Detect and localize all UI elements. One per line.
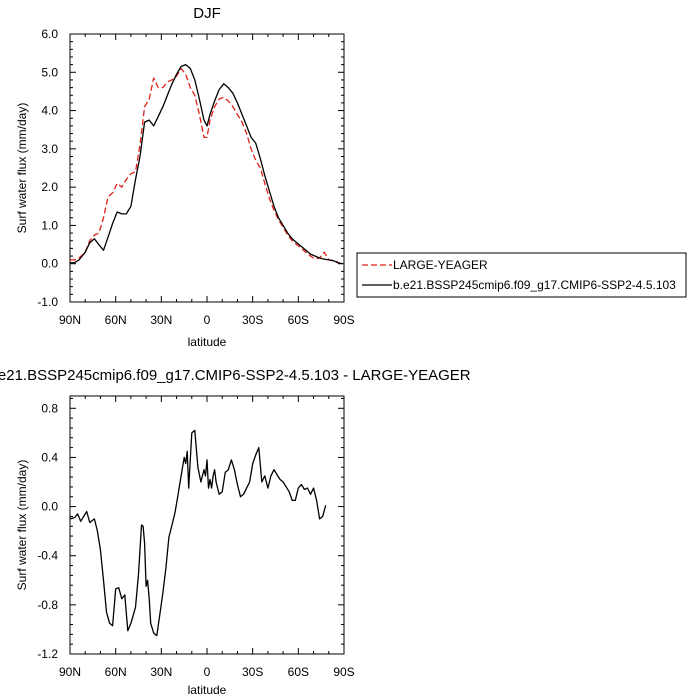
- legend: LARGE-YEAGER b.e21.BSSP245cmip6.f09_g17.C…: [356, 252, 687, 298]
- x-tick-label: 60N: [105, 665, 127, 679]
- y-tick-label: 3.0: [41, 142, 58, 156]
- x-tick-label: 60N: [105, 313, 127, 327]
- x-tick-label: 30N: [150, 313, 172, 327]
- y-axis-label: Surf water flux (mm/day): [15, 103, 29, 234]
- x-tick-label: 30S: [242, 665, 263, 679]
- y-tick-label: 0.4: [41, 450, 58, 464]
- y-tick-label: 2.0: [41, 180, 58, 194]
- series-line-2: [69, 63, 343, 265]
- x-tick-label: 90S: [333, 665, 354, 679]
- y-axis-label: Surf water flux (mm/day): [15, 460, 29, 591]
- y-tick-label: -1.0: [37, 295, 58, 309]
- y-tick-label: 6.0: [41, 27, 58, 41]
- x-tick-label: 90S: [333, 313, 354, 327]
- y-tick-label: 0.0: [41, 257, 58, 271]
- plot-frame: [69, 395, 345, 655]
- y-tick-label: 0.8: [41, 401, 58, 415]
- x-tick-label: 60S: [288, 313, 309, 327]
- x-tick-label: 0: [204, 313, 211, 327]
- chart-2: b.e21.BSSP245cmip6.f09_g17.CMIP6-SSP2-4.…: [0, 367, 471, 697]
- chart-1: DJF 90N 60N 30N 0 30S 60S 90S -1.0 0.0 1.0 2.0 3.0 4.…: [15, 5, 687, 349]
- y-tick-label: -0.4: [37, 549, 58, 563]
- x-tick-label: 0: [204, 665, 211, 679]
- plot-frame: [69, 33, 345, 303]
- series-line-1: [70, 67, 339, 263]
- series-line-1: [69, 429, 327, 637]
- y-tick-label: 0.0: [41, 500, 58, 514]
- x-tick-label: 60S: [288, 665, 309, 679]
- y-tick-label: 5.0: [41, 65, 58, 79]
- y-tick-label: -0.8: [37, 598, 58, 612]
- x-tick-label: 30S: [242, 313, 263, 327]
- legend-box: [356, 252, 687, 298]
- x-tick-label: 90N: [59, 665, 81, 679]
- x-tick-label: 90N: [59, 313, 81, 327]
- y-tick-label: -1.2: [37, 647, 58, 661]
- x-axis-label: latitude: [188, 335, 227, 349]
- chart-title: DJF: [193, 5, 221, 22]
- y-tick-label: 1.0: [41, 218, 58, 232]
- x-axis-label: latitude: [188, 683, 227, 697]
- chart-title: b.e21.BSSP245cmip6.f09_g17.CMIP6-SSP2-4.…: [0, 367, 471, 384]
- legend-label: b.e21.BSSP245cmip6.f09_g17.CMIP6-SSP2-4.…: [393, 278, 676, 292]
- legend-label: LARGE-YEAGER: [393, 258, 488, 272]
- x-tick-label: 30N: [150, 665, 172, 679]
- y-tick-label: 4.0: [41, 104, 58, 118]
